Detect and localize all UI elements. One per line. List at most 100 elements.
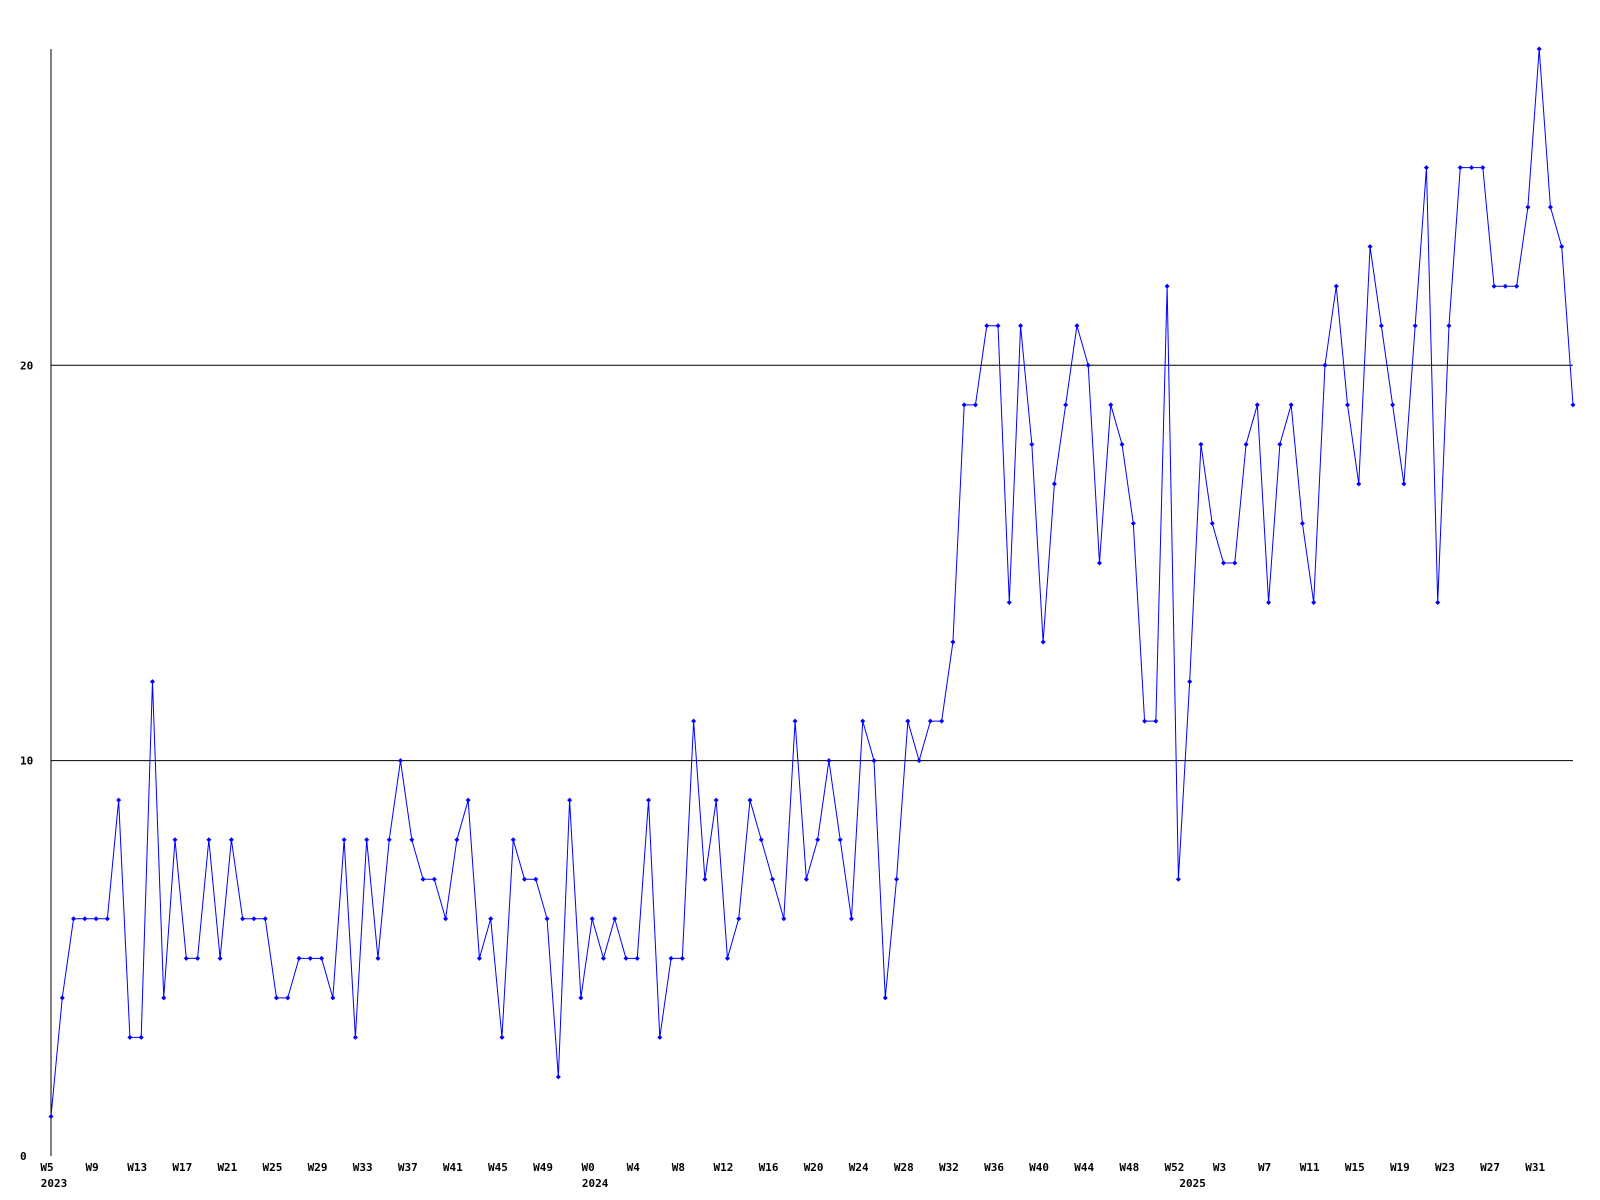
data-point xyxy=(443,916,449,922)
data-point xyxy=(837,837,843,843)
x-tick-label: W19 xyxy=(1390,1161,1410,1174)
x-tick-label: W5 xyxy=(40,1161,53,1174)
x-tick-label: W11 xyxy=(1300,1161,1320,1174)
data-point xyxy=(1198,441,1204,447)
data-point xyxy=(1469,165,1475,171)
data-point xyxy=(48,1113,54,1119)
x-tick-label: W31 xyxy=(1525,1161,1545,1174)
data-point xyxy=(488,916,494,922)
data-point xyxy=(1254,402,1260,408)
x-tick-label: W16 xyxy=(759,1161,779,1174)
data-point xyxy=(104,916,110,922)
x-tick-label: W32 xyxy=(939,1161,959,1174)
data-point xyxy=(1153,718,1159,724)
data-point xyxy=(905,718,911,724)
data-point xyxy=(465,797,471,803)
data-point xyxy=(646,797,652,803)
data-point xyxy=(217,955,223,961)
data-point xyxy=(1018,323,1024,329)
data-point xyxy=(397,758,403,764)
data-point xyxy=(93,916,99,922)
data-point xyxy=(927,718,933,724)
y-tick-label: 0 xyxy=(20,1150,27,1163)
data-point xyxy=(431,876,437,882)
data-point xyxy=(319,955,325,961)
data-point xyxy=(567,797,573,803)
data-point xyxy=(1006,600,1012,605)
data-point xyxy=(871,758,877,764)
data-point xyxy=(1480,165,1486,171)
x-tick-label: W29 xyxy=(308,1161,328,1174)
data-point xyxy=(82,916,88,922)
x-tick-label: W28 xyxy=(894,1161,914,1174)
data-point xyxy=(172,837,178,843)
data-point xyxy=(149,679,155,685)
data-point xyxy=(1435,600,1441,605)
data-point xyxy=(612,916,618,922)
x-tick-label: W48 xyxy=(1119,1161,1139,1174)
x-tick-label: W45 xyxy=(488,1161,508,1174)
data-point xyxy=(1299,520,1305,526)
x-tick-label: W17 xyxy=(172,1161,192,1174)
x-tick-label: W20 xyxy=(804,1161,824,1174)
data-point xyxy=(1356,481,1362,487)
x-tick-label: W27 xyxy=(1480,1161,1500,1174)
data-point xyxy=(600,955,606,961)
data-point xyxy=(1401,481,1407,487)
data-point xyxy=(522,876,528,882)
data-point xyxy=(770,876,776,882)
data-line xyxy=(50,48,1574,1117)
data-point xyxy=(273,995,279,1001)
x-tick-label: W7 xyxy=(1258,1161,1271,1174)
data-point xyxy=(1502,283,1508,289)
data-point xyxy=(1491,283,1497,289)
data-point xyxy=(781,916,787,922)
data-point xyxy=(1096,560,1102,566)
data-point xyxy=(1243,441,1249,447)
data-point xyxy=(736,916,742,922)
data-point xyxy=(71,916,77,922)
data-point xyxy=(815,837,821,843)
x-tick-label: W36 xyxy=(984,1161,1004,1174)
data-point xyxy=(127,1034,133,1040)
x-tick-label: W41 xyxy=(443,1161,463,1174)
data-point xyxy=(578,995,584,1001)
data-point xyxy=(724,955,730,961)
data-point xyxy=(1051,481,1057,487)
x-tick-label: W37 xyxy=(398,1161,418,1174)
data-point xyxy=(950,639,956,645)
x-tick-label: W33 xyxy=(353,1161,373,1174)
year-label: 2024 xyxy=(582,1177,609,1190)
data-point xyxy=(1277,441,1283,447)
data-point xyxy=(59,995,65,1001)
data-point xyxy=(262,916,268,922)
data-point xyxy=(1457,165,1463,171)
x-tick-label: W52 xyxy=(1164,1161,1184,1174)
year-label: 2023 xyxy=(41,1177,68,1190)
data-point xyxy=(240,916,246,922)
data-point xyxy=(1119,441,1125,447)
x-tick-label: W44 xyxy=(1074,1161,1094,1174)
x-tick-label: W21 xyxy=(217,1161,237,1174)
data-point xyxy=(826,758,832,764)
data-point xyxy=(1221,560,1227,566)
data-point xyxy=(183,955,189,961)
data-point xyxy=(702,876,708,882)
x-tick-label: W4 xyxy=(627,1161,641,1174)
data-point xyxy=(1412,323,1418,329)
x-tick-label: W25 xyxy=(263,1161,283,1174)
data-point xyxy=(195,955,201,961)
data-point xyxy=(894,876,900,882)
data-point xyxy=(1570,402,1576,408)
data-point xyxy=(1322,362,1328,368)
data-point xyxy=(251,916,257,922)
data-point xyxy=(1514,283,1520,289)
data-point xyxy=(555,1074,561,1080)
data-point xyxy=(1446,323,1452,329)
data-point xyxy=(634,955,640,961)
x-tick-label: W49 xyxy=(533,1161,553,1174)
year-label: 2025 xyxy=(1179,1177,1206,1190)
data-point xyxy=(228,837,234,843)
